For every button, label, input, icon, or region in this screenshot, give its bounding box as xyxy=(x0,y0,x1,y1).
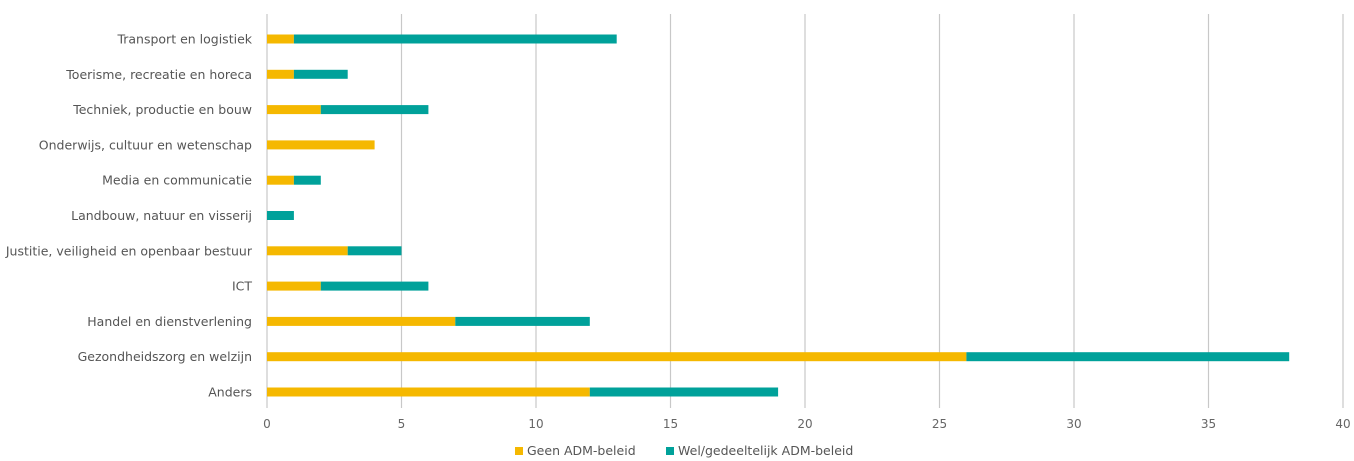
category-label: Techniek, productie en bouw xyxy=(72,102,252,117)
category-label: Landbouw, natuur en visserij xyxy=(71,208,252,223)
legend-swatch-series-0 xyxy=(515,447,523,455)
bar-segment-series-0-row-0 xyxy=(267,34,294,44)
bar-segment-series-0-row-3 xyxy=(267,140,375,150)
legend-label-series-0: Geen ADM-beleid xyxy=(527,443,636,458)
bar-segment-series-1-row-1 xyxy=(293,69,348,79)
category-labels: Transport en logistiek Toerisme, recreati… xyxy=(5,32,253,400)
bar-segment-series-0-row-4 xyxy=(267,175,294,185)
bar-segment-series-0-row-10 xyxy=(267,387,590,397)
x-tick-label-20: 20 xyxy=(797,417,812,431)
category-label: Media en communicatie xyxy=(102,173,252,188)
bar-segment-series-0-row-9 xyxy=(267,352,967,362)
legend-label-series-1: Wel/gedeeltelijk ADM-beleid xyxy=(678,443,853,458)
x-tick-label-35: 35 xyxy=(1201,417,1216,431)
category-label: Anders xyxy=(208,385,252,400)
x-tick-labels: 0 5 10 15 20 25 30 35 40 xyxy=(263,417,1350,431)
bar-segment-series-1-row-9 xyxy=(966,352,1290,362)
bar-segment-series-1-row-10 xyxy=(589,387,779,397)
bars xyxy=(267,34,1290,397)
legend: Geen ADM-beleid Wel/gedeeltelijk ADM-bele… xyxy=(515,443,853,458)
x-tick-label-40: 40 xyxy=(1335,417,1350,431)
bar-segment-series-0-row-2 xyxy=(267,105,321,115)
bar-segment-series-1-row-2 xyxy=(320,105,429,115)
bar-segment-series-0-row-7 xyxy=(267,281,321,291)
x-tick-label-0: 0 xyxy=(263,417,271,431)
legend-swatch-series-1 xyxy=(666,447,674,455)
x-tick-label-30: 30 xyxy=(1066,417,1081,431)
bar-segment-series-1-row-8 xyxy=(455,316,590,326)
bar-segment-series-0-row-6 xyxy=(267,246,348,256)
bar-segment-series-1-row-6 xyxy=(347,246,402,256)
category-label: Onderwijs, cultuur en wetenschap xyxy=(39,137,252,152)
bar-segment-series-0-row-1 xyxy=(267,69,294,79)
bar-segment-series-0-row-8 xyxy=(267,316,456,326)
x-tick-label-15: 15 xyxy=(663,417,678,431)
bar-segment-series-1-row-5 xyxy=(267,211,294,220)
category-label: Toerisme, recreatie en horeca xyxy=(65,67,252,82)
category-label: Justitie, veiligheid en openbaar bestuur xyxy=(5,243,253,258)
bar-segment-series-1-row-0 xyxy=(293,34,617,44)
category-label: Gezondheidszorg en welzijn xyxy=(78,349,252,364)
x-tick-label-5: 5 xyxy=(398,417,406,431)
bar-segment-series-1-row-4 xyxy=(293,175,321,185)
category-label: Transport en logistiek xyxy=(116,32,252,47)
category-label: Handel en dienstverlening xyxy=(87,314,252,329)
x-tick-label-25: 25 xyxy=(932,417,947,431)
grid-lines xyxy=(266,14,1344,408)
category-label: ICT xyxy=(232,279,252,294)
x-tick-label-10: 10 xyxy=(528,417,543,431)
bar-segment-series-1-row-7 xyxy=(320,281,429,291)
